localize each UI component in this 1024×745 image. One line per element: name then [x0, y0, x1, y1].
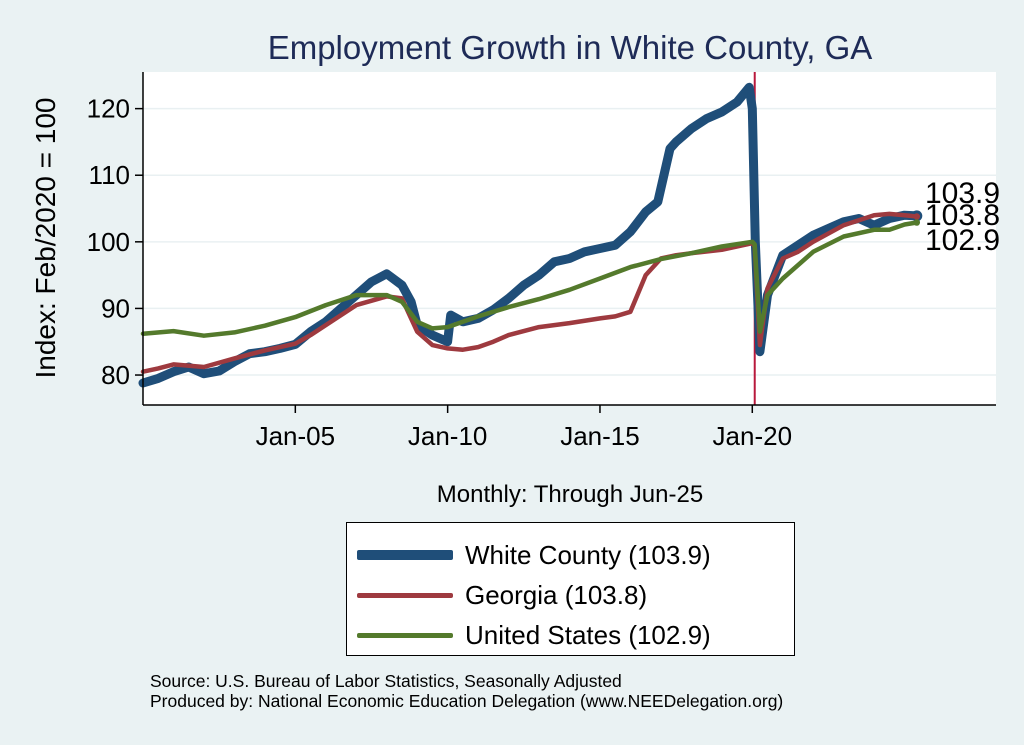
legend-swatch-white-county [357, 550, 453, 560]
y-tick-label-110: 110 [89, 160, 130, 190]
x-axis-label: Monthly: Through Jun-25 [437, 481, 703, 508]
source-note: Source: U.S. Bureau of Labor Statistics,… [150, 671, 783, 711]
gridlines [143, 107, 996, 376]
y-axis-label: Index: Feb/2020 = 100 [30, 98, 61, 379]
series-line-united-states [140, 220, 920, 338]
series-line-georgia [140, 211, 920, 374]
legend-swatch-united-states [357, 632, 453, 638]
plot-area [143, 72, 996, 405]
x-tick-label-jan-05: Jan-05 [256, 421, 336, 451]
legend-item-georgia: Georgia (103.8) [357, 575, 647, 615]
legend-label-white-county: White County (103.9) [465, 539, 711, 570]
y-tick-label-100: 100 [87, 227, 130, 257]
end-label-georgia: 103.8 [925, 199, 1000, 232]
legend-label-georgia: Georgia (103.8) [465, 579, 648, 610]
x-tick-label-jan-10: Jan-10 [408, 421, 488, 451]
y-tick-label-90: 90 [101, 293, 130, 323]
chart-title: Employment Growth in White County, GA [268, 29, 873, 66]
legend-item-united-states: United States (102.9) [357, 615, 711, 655]
legend-item-white-county: White County (103.9) [357, 535, 711, 575]
series-group [138, 82, 923, 388]
x-tick-label-jan-15: Jan-15 [560, 421, 640, 451]
chart-svg: Employment Growth in White County, GA 80… [30, 29, 1000, 508]
produced-by-line: Produced by: National Economic Education… [150, 691, 784, 711]
source-line: Source: U.S. Bureau of Labor Statistics,… [150, 671, 622, 691]
y-tick-label-120: 120 [87, 94, 130, 124]
series-end-point-united-states [913, 219, 921, 226]
x-tick-label-jan-20: Jan-20 [713, 421, 793, 451]
end-label-white-county: 103.9 [925, 177, 1000, 210]
legend-label-united-states: United States (102.9) [465, 619, 711, 650]
legend-swatch-georgia [357, 592, 453, 598]
y-ticks: 80 90 100 110 120 [87, 94, 143, 390]
y-tick-label-80: 80 [101, 360, 130, 390]
series-end-point-georgia [913, 213, 921, 220]
legend: White County (103.9) Georgia (103.8) Uni… [346, 522, 795, 656]
end-label-united-states: 102.9 [925, 224, 1000, 257]
x-ticks: Jan-05 Jan-10 Jan-15 Jan-20 [256, 405, 792, 451]
